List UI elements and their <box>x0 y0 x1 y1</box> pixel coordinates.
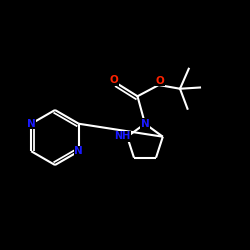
Text: N: N <box>74 146 83 156</box>
Text: N: N <box>140 119 149 129</box>
Text: O: O <box>156 76 164 86</box>
Text: N: N <box>27 119 36 129</box>
Text: NH: NH <box>114 132 130 141</box>
Text: O: O <box>110 75 118 85</box>
